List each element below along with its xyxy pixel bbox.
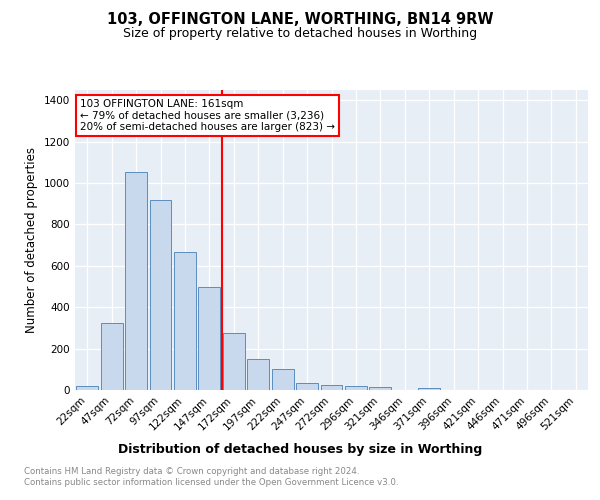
- Bar: [125, 172, 147, 390]
- Bar: [149, 200, 172, 390]
- Bar: [76, 386, 98, 390]
- Text: Distribution of detached houses by size in Worthing: Distribution of detached houses by size …: [118, 442, 482, 456]
- Bar: [174, 252, 196, 390]
- Text: 103, OFFINGTON LANE, WORTHING, BN14 9RW: 103, OFFINGTON LANE, WORTHING, BN14 9RW: [107, 12, 493, 28]
- Text: 103 OFFINGTON LANE: 161sqm
← 79% of detached houses are smaller (3,236)
20% of s: 103 OFFINGTON LANE: 161sqm ← 79% of deta…: [80, 99, 335, 132]
- Y-axis label: Number of detached properties: Number of detached properties: [25, 147, 38, 333]
- Bar: [320, 386, 343, 390]
- Bar: [296, 383, 318, 390]
- Bar: [101, 323, 122, 390]
- Text: Contains HM Land Registry data © Crown copyright and database right 2024.
Contai: Contains HM Land Registry data © Crown c…: [24, 468, 398, 487]
- Text: Size of property relative to detached houses in Worthing: Size of property relative to detached ho…: [123, 28, 477, 40]
- Bar: [272, 370, 293, 390]
- Bar: [345, 386, 367, 390]
- Bar: [223, 333, 245, 390]
- Bar: [199, 286, 220, 390]
- Bar: [370, 387, 391, 390]
- Bar: [247, 359, 269, 390]
- Bar: [418, 388, 440, 390]
